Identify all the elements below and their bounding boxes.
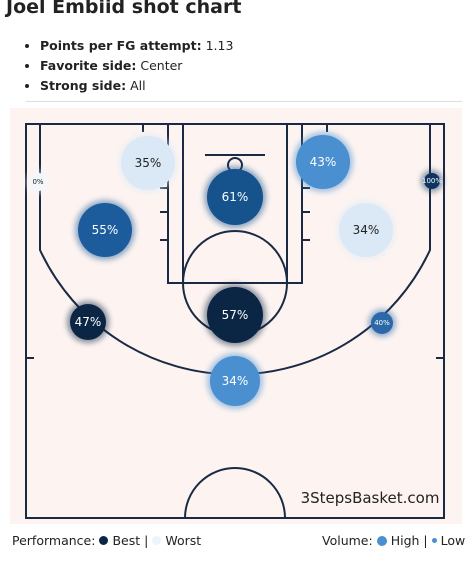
zone-label: 55% — [92, 223, 119, 237]
legend-dot — [99, 536, 109, 545]
stat-value: 1.13 — [205, 38, 234, 53]
legend-label: High | — [390, 533, 428, 548]
stat-label: Strong side: — [40, 78, 127, 93]
zone-label: 47% — [75, 315, 102, 329]
stat-value: All — [130, 78, 146, 93]
stat: Strong side: All — [40, 76, 233, 96]
separator — [26, 101, 462, 102]
stat: Points per FG attempt: 1.13 — [40, 36, 233, 56]
performance-legend: Performance: Best | Worst — [12, 533, 201, 548]
legend-dot — [152, 536, 162, 545]
zone-bubble — [296, 135, 350, 189]
zone-bubble — [70, 304, 106, 340]
zone-label: 0% — [32, 178, 43, 186]
zone-label: 57% — [222, 308, 249, 322]
legend-title: Performance: — [12, 533, 96, 548]
legend-dot — [431, 538, 437, 543]
legend-label: Low — [440, 533, 466, 548]
zone-bubble — [29, 173, 47, 191]
stat-label: Points per FG attempt: — [40, 38, 202, 53]
zone-bubble — [78, 203, 132, 257]
zone-label: 100% — [422, 177, 442, 185]
zone-bubble — [339, 203, 393, 257]
stat-label: Favorite side: — [40, 58, 137, 73]
watermark: 3StepsBasket.com — [301, 489, 440, 507]
stat-value: Center — [140, 58, 183, 73]
zone-label: 61% — [222, 190, 249, 204]
zone-label: 40% — [374, 319, 390, 327]
zone-bubble — [371, 312, 393, 334]
stat: Favorite side: Center — [40, 56, 233, 76]
court-lines — [25, 123, 445, 519]
legend-dot — [376, 535, 387, 546]
zone-label: 35% — [135, 156, 162, 170]
zone-label: 34% — [353, 223, 380, 237]
stats-list: Points per FG attempt: 1.13 Favorite sid… — [24, 36, 233, 96]
zone-bubble — [210, 356, 260, 406]
volume-legend: Volume: High | Low — [322, 533, 465, 548]
zone-bubble — [207, 169, 263, 225]
legend-label: Worst — [165, 533, 202, 548]
zone-label: 43% — [310, 155, 337, 169]
title: Joel Embiid shot chart — [6, 0, 242, 18]
legend-label: Best | — [112, 533, 149, 548]
zone-bubble — [207, 287, 263, 343]
legend-title: Volume: — [322, 533, 373, 548]
zone-bubble — [424, 173, 440, 189]
zone-bubble — [121, 136, 175, 190]
zone-label: 34% — [222, 374, 249, 388]
